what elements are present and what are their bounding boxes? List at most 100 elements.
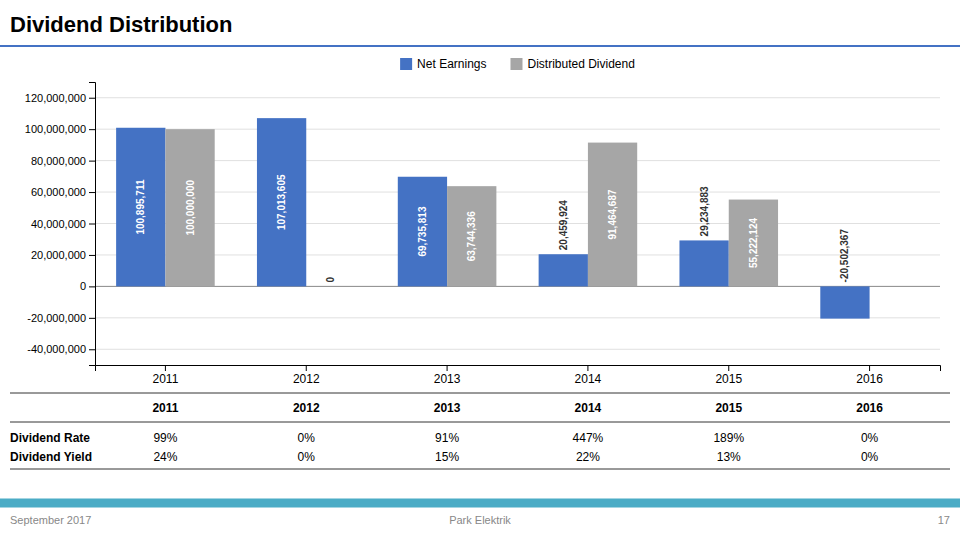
y-tick-mark — [89, 192, 95, 193]
bar — [870, 286, 919, 287]
bar — [165, 129, 214, 286]
table-rule — [10, 393, 950, 394]
bar — [447, 186, 496, 286]
y-tick: 120,000,000 — [25, 92, 95, 104]
table-header: 2015 — [715, 401, 742, 415]
data-label: 100,895,711 — [135, 179, 146, 234]
bars — [116, 118, 869, 318]
grid-line — [95, 129, 940, 130]
table-cell: 0% — [861, 431, 879, 445]
x-tick-mark — [165, 365, 166, 371]
data-label: 100,000,000 — [185, 180, 196, 236]
y-tick: 80,000,000 — [31, 155, 95, 167]
y-tick: 40,000,000 — [31, 218, 95, 230]
x-tick: 2015 — [715, 365, 742, 386]
x-tick: 2013 — [434, 365, 461, 386]
x-tick-mark — [447, 365, 448, 371]
y-tick-label: 60,000,000 — [31, 186, 86, 198]
x-tick-label: 2014 — [575, 372, 602, 386]
bar — [539, 254, 588, 286]
y-axis-line — [89, 83, 96, 366]
grid-line — [95, 97, 940, 98]
y-tick-label: 100,000,000 — [25, 123, 86, 135]
y-tick-mark — [89, 224, 95, 225]
x-tick-label: 2016 — [856, 372, 883, 386]
legend-item: Distributed Dividend — [510, 57, 634, 71]
bar — [398, 177, 447, 287]
y-tick: -20,000,000 — [27, 312, 95, 324]
data-label: 69,735,813 — [417, 206, 428, 256]
table-header: 2012 — [293, 401, 320, 415]
table-cell: 0% — [861, 450, 879, 464]
bar — [820, 286, 869, 318]
x-tick-label: 2015 — [715, 372, 742, 386]
table-cell: 99% — [153, 431, 177, 445]
y-axis: -40,000,000 -20,000,000 0 20,000,000 40,000,… — [25, 83, 96, 366]
x-tick-label: 2013 — [434, 372, 461, 386]
x-tick: 2012 — [293, 365, 320, 386]
footer-bar — [0, 499, 960, 508]
bar — [306, 286, 355, 287]
x-axis-line — [96, 366, 941, 372]
y-tick: 100,000,000 — [25, 123, 95, 135]
grid-line — [95, 349, 940, 350]
y-tick-label: 40,000,000 — [31, 218, 86, 230]
table-cell: 13% — [717, 450, 741, 464]
x-tick-mark — [306, 365, 307, 371]
y-tick-label: -40,000,000 — [27, 343, 86, 355]
bar — [116, 128, 165, 287]
y-tick-mark — [89, 98, 95, 99]
data-labels: 100,895,711 107,013,605 69,735,813 20,459,9… — [135, 174, 850, 282]
bar — [729, 200, 778, 287]
legend-item: Net Earnings — [400, 57, 486, 71]
table-cell: 91% — [435, 431, 459, 445]
title: Dividend Distribution — [10, 12, 232, 37]
zero-line — [95, 286, 940, 287]
table-cell: 189% — [713, 431, 744, 445]
y-tick-label: 80,000,000 — [31, 155, 86, 167]
grid-line — [95, 254, 940, 255]
y-tick-label: -20,000,000 — [27, 312, 86, 324]
table-cell: 447% — [573, 431, 604, 445]
legend-swatch — [400, 58, 412, 70]
title-rule — [0, 45, 960, 47]
legend-label: Distributed Dividend — [527, 57, 634, 71]
grid-line — [95, 223, 940, 224]
data-label: 63,744,336 — [466, 211, 477, 261]
y-tick-mark — [89, 255, 95, 256]
data-label: 55,222,124 — [748, 218, 759, 268]
table: 201120122013201420152016Dividend Rate99%… — [10, 393, 950, 469]
y-tick-mark — [89, 129, 95, 130]
y-tick-label: 20,000,000 — [31, 249, 86, 261]
table-cell: 0% — [298, 450, 316, 464]
data-label: 107,013,605 — [276, 174, 287, 230]
y-tick-mark — [89, 318, 95, 319]
table-cell: 15% — [435, 450, 459, 464]
x-tick-label: 2012 — [293, 372, 320, 386]
table-rule — [10, 469, 950, 470]
table-cell: 22% — [576, 450, 600, 464]
footer-text: September 2017 — [10, 514, 91, 526]
table-row-label: Dividend Yield — [10, 450, 92, 464]
table-rule — [10, 422, 950, 423]
data-label: 20,459,924 — [558, 200, 569, 250]
data-label: -20,502,367 — [839, 229, 850, 283]
x-tick: 2011 — [153, 365, 179, 386]
legend: Net Earnings Distributed Dividend — [400, 57, 635, 71]
legend-swatch — [510, 58, 522, 70]
chart: Dividend Distribution -40,000,000 -20,000,… — [0, 0, 960, 540]
x-tick: 2014 — [575, 365, 602, 386]
table-header: 2016 — [856, 401, 883, 415]
x-tick-mark — [587, 365, 588, 371]
grid-line — [95, 192, 940, 193]
x-tick-label: 2011 — [153, 372, 179, 386]
y-tick-label: 0 — [80, 280, 86, 292]
x-tick-mark — [728, 365, 729, 371]
y-tick-mark — [89, 161, 95, 162]
table-header: 2014 — [575, 401, 602, 415]
table-row-label: Dividend Rate — [10, 431, 90, 445]
y-tick: 0 — [80, 280, 95, 292]
data-label: 29,234,883 — [699, 186, 710, 236]
legend-label: Net Earnings — [417, 57, 486, 71]
table-header: 2013 — [434, 401, 461, 415]
